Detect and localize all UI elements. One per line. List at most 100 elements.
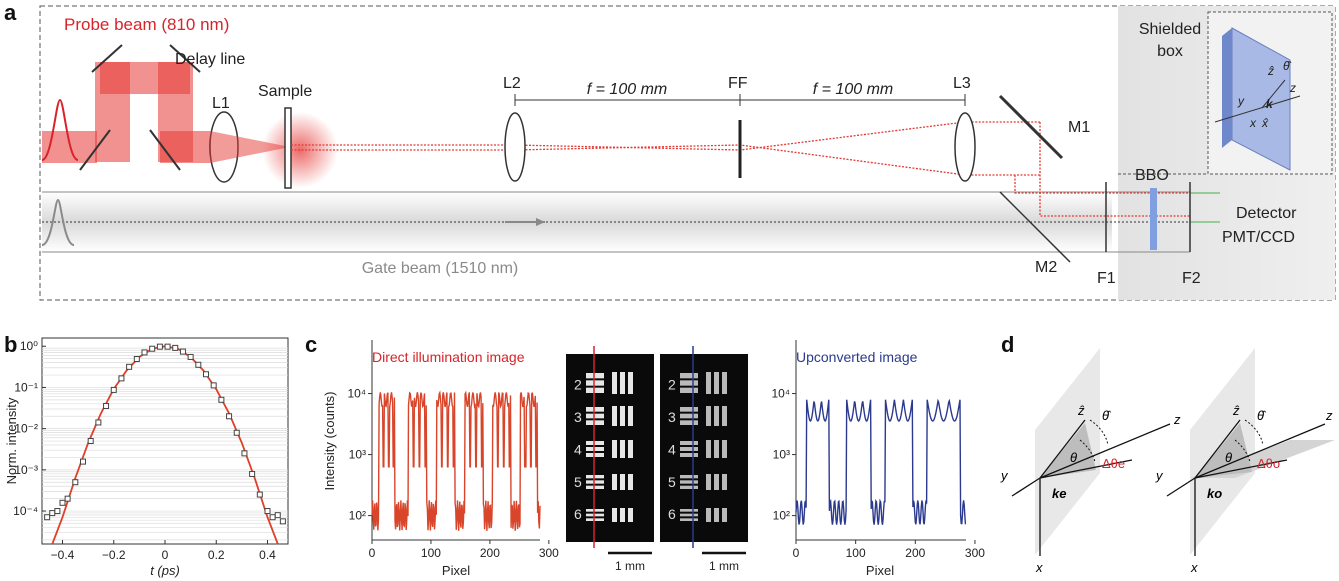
chart-b-point [49, 510, 56, 517]
chart-c-ytick: 10⁴ [771, 387, 790, 401]
chart-b-point [164, 343, 171, 350]
svg-text:ẑ: ẑ [1077, 403, 1085, 418]
target-hbar [586, 453, 604, 457]
target-hbar [680, 453, 698, 457]
target-vbar [714, 474, 719, 490]
chart-b-point [141, 349, 148, 356]
svg-text:x: x [1249, 116, 1257, 130]
target-hbar [586, 447, 604, 451]
chart-b-point [241, 450, 248, 457]
svg-text:y: y [1000, 468, 1009, 483]
chart-b-point [72, 479, 79, 486]
target-group-number: 4 [668, 441, 676, 457]
svg-text:z: z [1173, 412, 1181, 427]
probe-pulse-icon [41, 98, 79, 161]
chart-b-point [87, 438, 94, 444]
target-hbar [680, 373, 698, 379]
svg-text:ẑ: ẑ [1232, 403, 1240, 418]
chart-b-point [210, 382, 217, 389]
sample [284, 107, 292, 189]
chart-c-trace [371, 390, 541, 531]
chart-c-xtick: 200 [480, 546, 500, 560]
gate-beam-label: Gate beam (1510 nm) [362, 260, 519, 277]
chart-b-xtick: 0.4 [259, 548, 276, 562]
svg-text:x: x [1035, 560, 1043, 575]
chart-b-ticks: −0.4 −0.2 0 0.2 0.4 10⁰ 10⁻¹ 10⁻² 10⁻³ 10⁻⁴ [13, 339, 276, 562]
gate-pulse-icon [41, 198, 75, 246]
m2-label: M2 [1035, 259, 1057, 276]
target-hbar [680, 387, 698, 393]
target-vbar [706, 406, 711, 426]
chart-c-trace [795, 398, 967, 525]
panel-d-letter: d [1001, 332, 1014, 357]
chart-c-left: 0 100 200 300 10⁴ 10³ 10² [347, 340, 559, 560]
bbo-label: BBO [1135, 167, 1169, 184]
target-vbar [714, 440, 719, 458]
chart-c-xtick: 300 [539, 546, 559, 560]
target-hbar [586, 413, 604, 419]
svg-text:z: z [1325, 408, 1333, 423]
chart-b-point [179, 348, 186, 355]
chart-b-point [279, 518, 286, 525]
chart-b-point [256, 491, 263, 498]
chart-b-point [103, 402, 110, 409]
svg-text:y: y [1155, 468, 1164, 483]
delay-line [42, 62, 210, 163]
svg-text:θ: θ [1225, 450, 1232, 465]
chart-b-point [126, 363, 133, 370]
target-group-number: 5 [574, 474, 582, 490]
target-group-number: 4 [574, 441, 582, 457]
panel-a: a Shielded box Gate beam (1510 nm) [4, 0, 1336, 301]
target-hbar [586, 441, 604, 445]
target-hbar [680, 475, 698, 479]
diagram-d-left: y ẑ θ̂ z θ Δθe ke x [1000, 348, 1181, 575]
target-hbar [586, 380, 604, 386]
chart-b-point [172, 344, 179, 351]
target-vbar [706, 440, 711, 458]
chart-b-point [274, 512, 281, 519]
target-image-left [566, 354, 654, 542]
svg-text:x: x [1190, 560, 1198, 575]
m1-label: M1 [1068, 119, 1090, 136]
chart-c-ytick: 10³ [773, 448, 790, 462]
chart-b-ytick: 10⁻¹ [14, 380, 38, 394]
delay-line-label: Delay line [175, 51, 245, 68]
svg-text:θ̂: θ̂ [1257, 408, 1267, 423]
chart-c-xtick: 0 [793, 546, 800, 560]
panel-c-letter: c [305, 332, 317, 357]
svg-text:θ̂: θ̂ [1102, 408, 1112, 423]
target-vbar [628, 474, 633, 490]
mirror-m2 [999, 191, 1071, 263]
chart-b-point [218, 396, 225, 403]
svg-text:θ: θ [1070, 450, 1077, 465]
target-vbar [722, 372, 727, 394]
target-hbar [586, 373, 604, 379]
l2-label: L2 [503, 75, 521, 92]
chart-c-xtick: 300 [965, 546, 985, 560]
chart-b-ylabel: Norm. intensity [4, 397, 19, 484]
chart-b-point [187, 353, 194, 360]
panel-b-letter: b [4, 332, 17, 357]
l3-label: L3 [953, 75, 971, 92]
target-hbar [586, 480, 604, 484]
chart-b-xlabel: t (ps) [150, 563, 180, 578]
target-vbar [620, 508, 625, 522]
target-vbar [612, 440, 617, 458]
target-vbar [620, 440, 625, 458]
box-label: box [1157, 43, 1183, 60]
probe-beam-label: Probe beam (810 nm) [64, 15, 229, 34]
panel-d: d y ẑ θ̂ z θ Δθe ke x [1000, 332, 1335, 575]
chart-b-grid [42, 347, 288, 541]
target-group-number: 6 [574, 506, 582, 522]
f1-label: f = 100 mm [587, 81, 667, 98]
chart-b-ytick: 10⁻⁴ [13, 504, 38, 518]
shielded-label: Shielded [1139, 21, 1201, 38]
target-hbar [586, 387, 604, 393]
target-vbar [722, 508, 727, 522]
chart-b-point [264, 508, 271, 515]
mirror-m1 [998, 94, 1064, 160]
svg-text:ẑ: ẑ [1267, 64, 1274, 78]
target-hbar [680, 518, 698, 521]
target-vbar [722, 440, 727, 458]
chart-b-ytick: 10⁻³ [14, 463, 38, 477]
